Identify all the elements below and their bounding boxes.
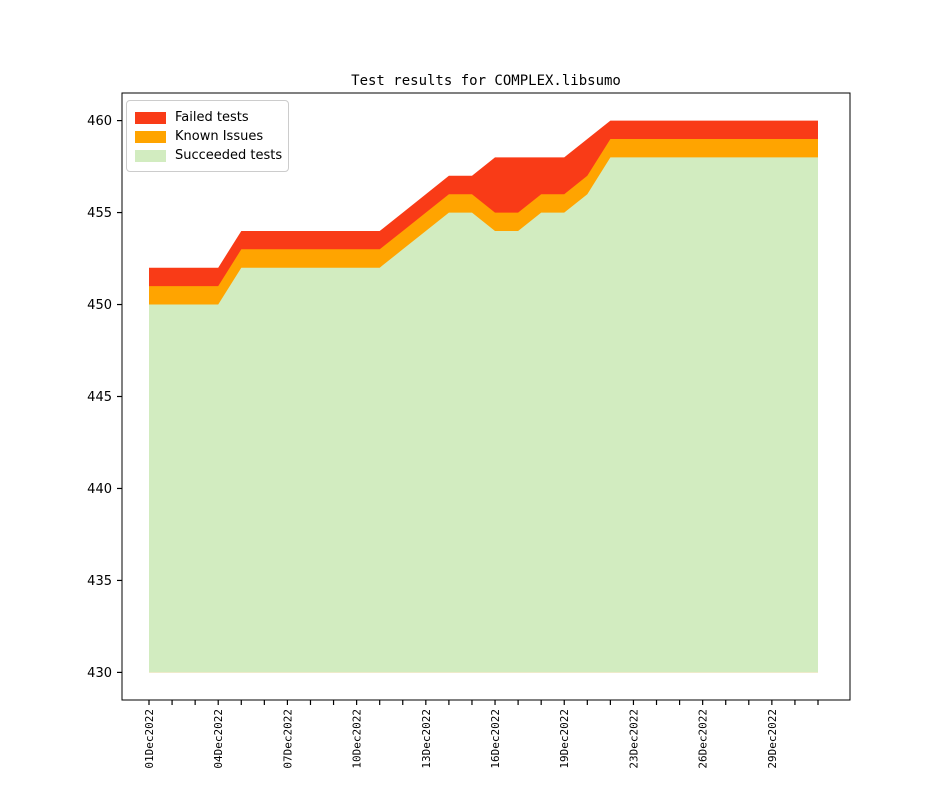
y-tick-label: 440 — [87, 482, 112, 497]
area-succeeded-tests — [149, 157, 818, 673]
x-tick-label: 10Dec2022 — [351, 709, 364, 769]
x-tick-label: 07Dec2022 — [281, 709, 294, 769]
y-tick-label: 450 — [87, 298, 112, 313]
legend-label-known: Known Issues — [175, 129, 264, 144]
y-tick-label: 460 — [87, 114, 112, 129]
legend-label-succeeded: Succeeded tests — [175, 148, 283, 163]
y-tick-label: 430 — [87, 666, 112, 681]
x-tick-label: 13Dec2022 — [420, 709, 433, 769]
legend-row-failed: Failed tests — [135, 108, 280, 127]
legend-row-known: Known Issues — [135, 127, 280, 146]
x-tick-label: 16Dec2022 — [489, 709, 502, 769]
failed-swatch-icon — [135, 111, 166, 124]
y-tick-label: 445 — [87, 390, 112, 405]
known-issues-swatch-icon — [135, 130, 166, 143]
x-tick-label: 04Dec2022 — [212, 709, 225, 769]
x-tick-label: 29Dec2022 — [766, 709, 779, 769]
x-tick-label: 01Dec2022 — [143, 709, 156, 769]
legend-label-failed: Failed tests — [175, 110, 249, 125]
x-tick-label: 19Dec2022 — [558, 709, 571, 769]
x-tick-label: 23Dec2022 — [627, 709, 640, 769]
y-tick-label: 455 — [87, 206, 112, 221]
legend-row-succeeded: Succeeded tests — [135, 146, 283, 165]
y-tick-label: 435 — [87, 574, 112, 589]
chart-title: Test results for COMPLEX.libsumo — [351, 73, 621, 89]
x-tick-label: 26Dec2022 — [697, 709, 710, 769]
succeeded-swatch-icon — [135, 149, 166, 162]
legend: Failed tests Known Issues Succeeded test… — [126, 100, 289, 172]
